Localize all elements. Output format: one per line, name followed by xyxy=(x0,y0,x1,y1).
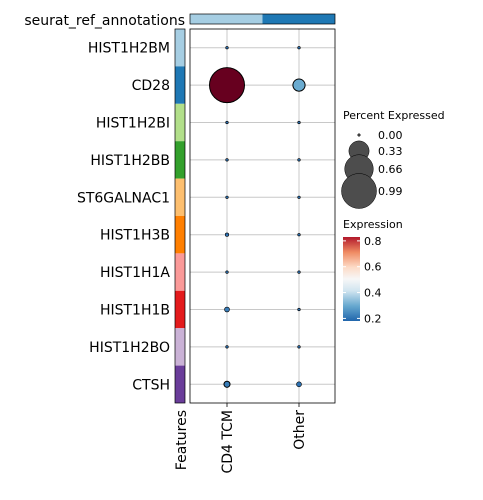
color-legend-bar xyxy=(343,237,360,321)
y-axis-tick-labels: HIST1H2BM CD28 HIST1H2BI HIST1H2BB ST6GALNAC… xyxy=(77,41,170,394)
size-legend-dot xyxy=(341,173,377,209)
annotation-title: seurat_ref_annotations xyxy=(24,13,185,29)
feature-annotation-cell xyxy=(175,29,185,67)
feature-annotation-cell xyxy=(175,253,185,291)
y-tick-label: HIST1H2BB xyxy=(90,153,170,169)
data-point xyxy=(209,67,245,104)
feature-annotation-cell xyxy=(175,66,185,104)
data-point xyxy=(297,195,301,199)
data-point xyxy=(297,307,301,312)
feature-annotation-cell xyxy=(175,103,185,142)
data-point xyxy=(223,380,231,388)
data-point xyxy=(292,78,306,92)
color-legend-label: 0.8 xyxy=(364,235,382,248)
y-tick-label: CD28 xyxy=(132,78,170,94)
data-point xyxy=(297,120,301,125)
size-legend-label: 0.99 xyxy=(378,185,403,198)
y-tick-label: HIST1H1B xyxy=(100,303,170,319)
data-point xyxy=(225,158,229,162)
feature-annotation-frame xyxy=(174,28,186,404)
data-point xyxy=(297,46,301,50)
x-axis-tick-labels: CD4 TCM Other xyxy=(220,410,308,474)
data-point xyxy=(297,345,301,349)
data-point xyxy=(297,158,301,162)
dots xyxy=(209,46,306,388)
size-legend-label: 0.33 xyxy=(378,145,403,158)
y-tick-label: HIST1H2BO xyxy=(89,340,170,356)
data-point xyxy=(225,46,229,50)
x-tick-label: CD4 TCM xyxy=(220,410,236,474)
panel-frame xyxy=(189,28,336,404)
data-point xyxy=(225,120,229,125)
feature-annotation xyxy=(174,28,186,404)
x-tick-label: Other xyxy=(292,410,308,450)
size-legend: Percent Expressed 0.00 0.33 0.66 0.99 xyxy=(341,109,445,209)
group-annotation: seurat_ref_annotations xyxy=(24,13,336,29)
data-point xyxy=(225,195,229,199)
data-point xyxy=(297,270,301,274)
color-legend-label: 0.2 xyxy=(364,312,382,325)
feature-annotation-cell xyxy=(175,141,185,179)
color-legend-title: Expression xyxy=(343,218,403,231)
feature-annotation-cells xyxy=(175,29,185,403)
data-point xyxy=(224,306,230,313)
y-tick-label: CTSH xyxy=(132,377,170,393)
size-legend-items: 0.00 0.33 0.66 0.99 xyxy=(341,129,403,209)
data-point xyxy=(225,270,229,274)
feature-annotation-cell xyxy=(175,365,185,403)
y-tick-label: HIST1H2BM xyxy=(88,41,170,57)
data-point xyxy=(296,381,302,388)
y-tick-label: ST6GALNAC1 xyxy=(77,190,170,206)
color-legend-label: 0.4 xyxy=(364,287,382,300)
plot-panel xyxy=(189,28,336,404)
group-annotation-cell xyxy=(262,14,335,24)
group-annotation-cells xyxy=(190,14,335,24)
color-legend: Expression 0.2 0.4 0.6 0.8 xyxy=(343,218,403,325)
group-annotation-frame xyxy=(189,13,336,25)
data-point xyxy=(224,232,230,237)
data-point xyxy=(297,233,301,237)
color-legend-label: 0.6 xyxy=(364,261,382,274)
data-point xyxy=(225,345,229,349)
group-annotation-cell xyxy=(190,14,263,24)
y-tick-label: HIST1H3B xyxy=(100,228,170,244)
size-legend-label: 0.66 xyxy=(378,163,403,176)
feature-annotation-cell xyxy=(175,328,185,366)
size-legend-label: 0.00 xyxy=(378,129,403,142)
color-legend-ticks: 0.2 0.4 0.6 0.8 xyxy=(343,235,382,325)
y-tick-label: HIST1H1A xyxy=(100,265,170,281)
feature-annotation-cell xyxy=(175,178,185,216)
x-axis-title: Features xyxy=(174,410,190,470)
y-tick-label: HIST1H2BI xyxy=(96,116,170,132)
size-legend-title: Percent Expressed xyxy=(343,109,445,122)
size-legend-dot xyxy=(357,133,361,137)
x-axis-tick-marks xyxy=(226,403,300,407)
feature-annotation-cell xyxy=(175,290,185,329)
feature-annotation-cell xyxy=(175,216,185,254)
